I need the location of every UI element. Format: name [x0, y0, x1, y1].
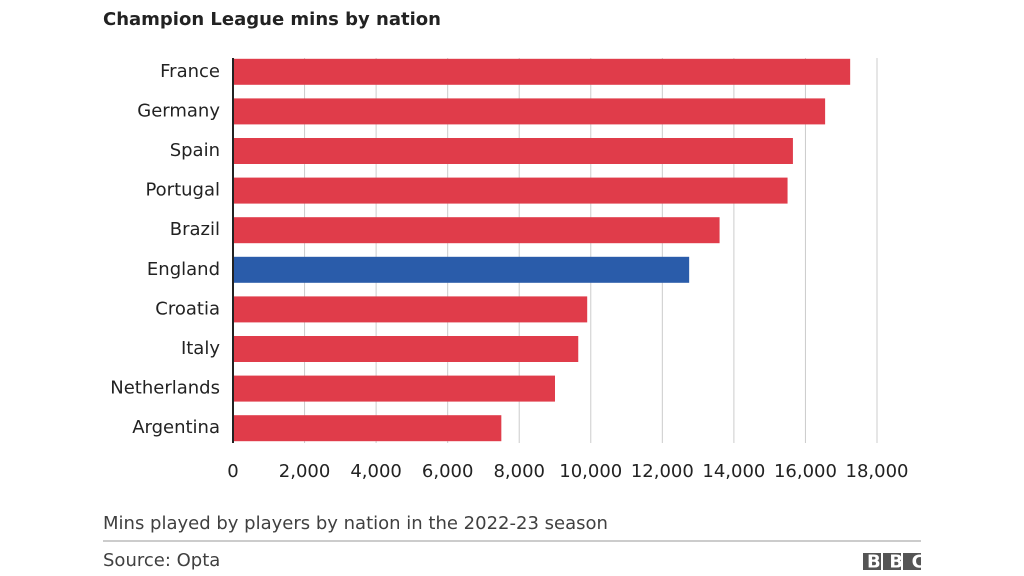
bar: [233, 256, 690, 283]
y-tick-label: France: [160, 61, 220, 82]
chart-note: Mins played by players by nation in the …: [103, 513, 608, 534]
x-tick-label: 2,000: [279, 461, 331, 482]
bar: [233, 98, 826, 125]
y-tick-label: Spain: [170, 140, 220, 161]
x-tick-label: 18,000: [846, 461, 909, 482]
logo-block: [903, 553, 921, 570]
x-tick-label: 6,000: [422, 461, 474, 482]
bbc-logo: BBC: [863, 552, 933, 573]
y-tick-label: Brazil: [170, 219, 220, 240]
bar: [233, 415, 502, 442]
bar: [233, 217, 720, 244]
logo-block: [863, 553, 881, 570]
y-tick-label: England: [147, 259, 220, 280]
x-tick-label: 10,000: [559, 461, 622, 482]
x-tick-label: 12,000: [631, 461, 694, 482]
x-tick-label: 8,000: [493, 461, 545, 482]
x-tick-label: 14,000: [702, 461, 765, 482]
y-tick-label: Netherlands: [110, 378, 220, 399]
chart-title: Champion League mins by nation: [103, 9, 441, 30]
x-tick-label: 16,000: [774, 461, 837, 482]
bar: [233, 177, 788, 204]
y-tick-label: Germany: [137, 100, 220, 121]
bar: [233, 336, 579, 362]
bar: [233, 138, 793, 164]
y-tick-label: Argentina: [132, 417, 220, 438]
chart-source: Source: Opta: [103, 550, 220, 571]
bar: [233, 58, 851, 85]
x-tick-label: 4,000: [350, 461, 402, 482]
plot: 0 2,000 4,000 6,000 8,000 10,000 12,000 14,000 1…: [110, 58, 908, 482]
logo-text: BBC: [867, 552, 933, 573]
bar: [233, 375, 555, 402]
logo-block: [883, 553, 901, 570]
bar: [233, 296, 588, 323]
y-tick-label: Portugal: [145, 180, 220, 201]
y-tick-label: Croatia: [155, 298, 220, 319]
x-tick-label: 0: [227, 461, 238, 482]
y-tick-label: Italy: [181, 338, 220, 359]
